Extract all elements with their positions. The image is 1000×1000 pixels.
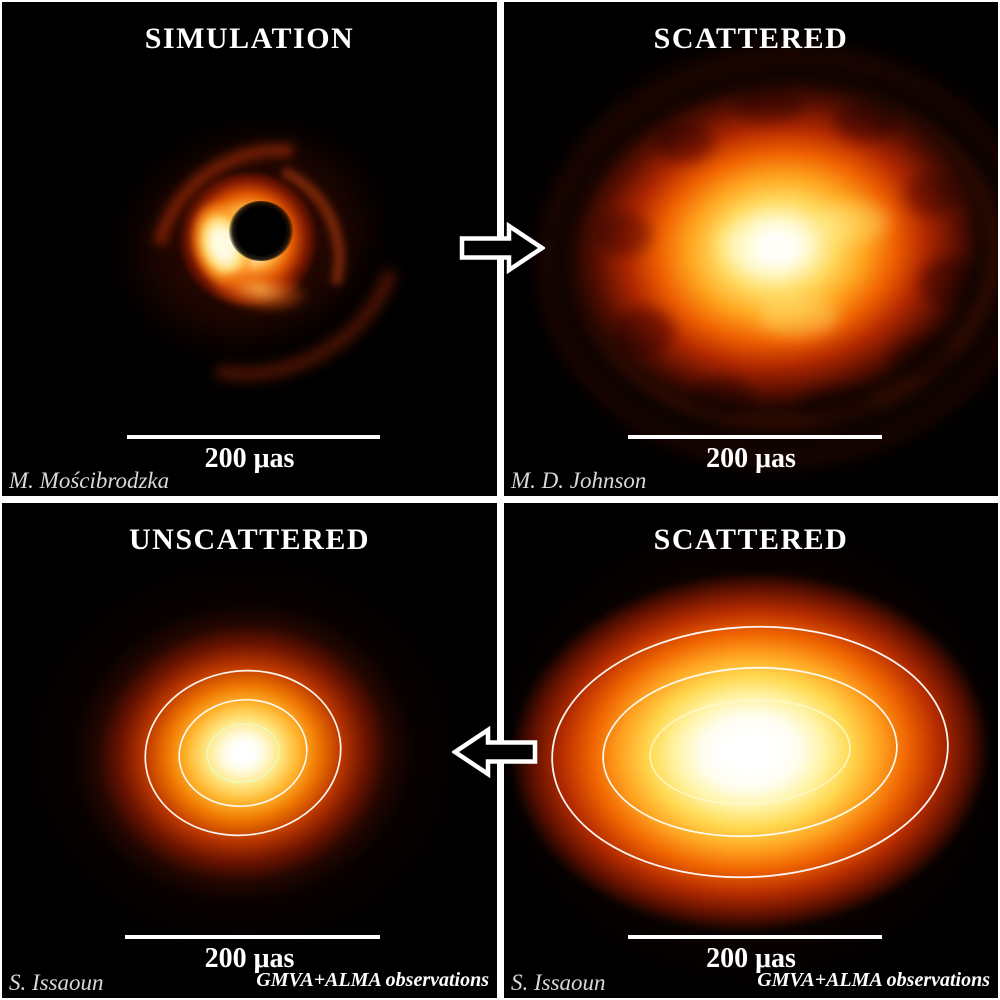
scatter-mottle (904, 172, 960, 216)
observations-label: GMVA+ALMA observations (757, 969, 990, 991)
scatter-mottle (596, 212, 652, 256)
scatter-mottle (689, 377, 755, 421)
scatter-bright-patch (719, 217, 814, 272)
panel-scattered-sim: SCATTERED 200 μas M. D. Johnson (504, 2, 998, 496)
scale-label: 200 μas (706, 443, 796, 474)
scatter-bright-patch (759, 297, 839, 337)
black-hole-shadow (229, 201, 293, 261)
panel-title: SCATTERED (653, 523, 849, 556)
credit-label: M. Mościbrodzka (9, 468, 170, 493)
panel-simulation: SIMULATION 200 μas M. Mościbrodzka (2, 2, 497, 496)
arrow-left-icon (452, 726, 538, 778)
intensity-contours (144, 669, 342, 837)
scale-label: 200 μas (204, 943, 295, 974)
scale-bar (628, 935, 882, 939)
scale-label: 200 μas (706, 943, 796, 974)
panel-title: SIMULATION (144, 22, 355, 55)
panel-title: SCATTERED (653, 22, 849, 55)
scale-bar (125, 935, 380, 939)
scale-bar (127, 435, 380, 439)
credit-label: S. Issaoun (511, 970, 606, 995)
scale-label: 200 μas (204, 443, 295, 474)
intensity-contours (551, 625, 949, 879)
credit-label: M. D. Johnson (511, 468, 647, 493)
scatter-mottle (889, 337, 959, 381)
scatter-mottle (799, 387, 879, 427)
scatter-mottle (654, 122, 714, 162)
observations-label: GMVA+ALMA observations (256, 969, 489, 991)
scatter-mottle (919, 257, 979, 307)
panel-title: UNSCATTERED (129, 523, 370, 556)
scatter-mottle (614, 307, 674, 357)
panel-scattered-obs: SCATTERED 200 μas S. Issaoun GMVA+ALMA o… (504, 503, 998, 998)
scale-bar (628, 435, 882, 439)
scatter-mottle (734, 87, 804, 123)
panel-unscattered-obs: UNSCATTERED 200 μas S. Issaoun GMVA+ALMA… (2, 503, 497, 998)
scatter-mottle (834, 102, 898, 142)
scatter-bright-patch (819, 202, 889, 242)
credit-label: S. Issaoun (9, 970, 104, 995)
arrow-right-icon (459, 222, 545, 274)
